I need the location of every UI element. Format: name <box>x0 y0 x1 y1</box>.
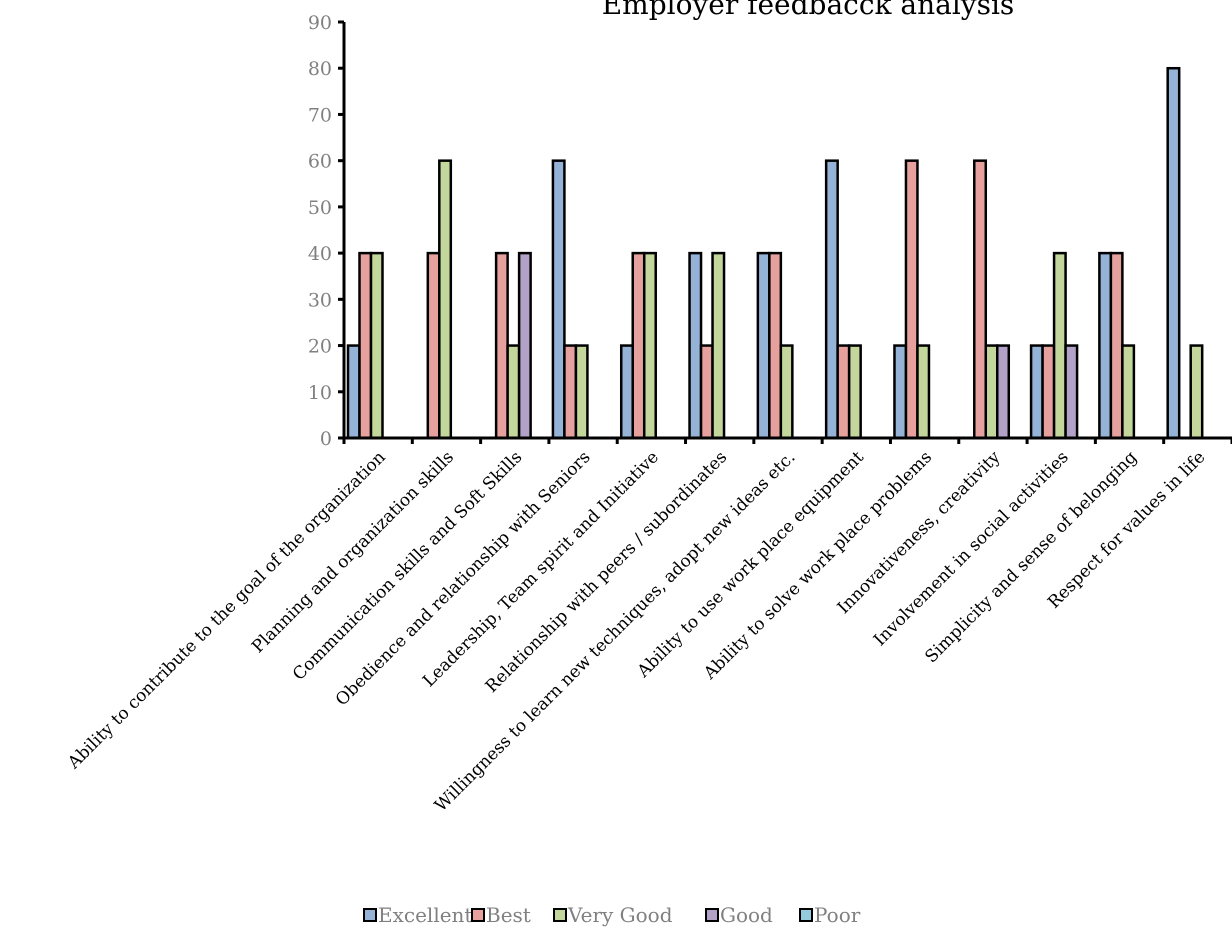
legend-swatch-poor <box>799 908 813 922</box>
bar-excellent <box>619 344 634 440</box>
legend-label: Poor <box>814 903 861 927</box>
bar-very-good <box>916 344 931 440</box>
y-tick-label: 90 <box>308 12 332 34</box>
bar-best <box>904 159 919 440</box>
x-category-label: Ability to contribute to the goal of the… <box>63 447 389 773</box>
bar-excellent <box>1029 344 1044 440</box>
bar-very-good <box>1121 344 1136 440</box>
bar-best <box>631 251 646 440</box>
y-tick-label: 30 <box>308 289 332 311</box>
y-tick-label: 0 <box>320 428 332 450</box>
bar-excellent <box>346 344 361 440</box>
bar-best <box>973 159 988 440</box>
legend-label: Best <box>486 903 531 927</box>
bar-very-good <box>642 251 657 440</box>
bar-excellent <box>756 251 771 440</box>
y-tick-label: 60 <box>308 151 332 173</box>
bar-very-good <box>984 344 999 440</box>
x-category-label: Relationship with peers / subordinates <box>482 447 731 696</box>
bar-best <box>426 251 441 440</box>
y-tick-label: 50 <box>308 197 332 219</box>
y-tick-label: 10 <box>308 382 332 404</box>
bar-excellent <box>551 159 566 440</box>
bar-best <box>1109 251 1124 440</box>
y-tick-label: 70 <box>308 104 332 126</box>
bar-very-good <box>779 344 794 440</box>
y-tick-label: 20 <box>308 336 332 358</box>
y-tick-label: 80 <box>308 58 332 80</box>
y-tick-label: 40 <box>308 243 332 265</box>
bar-very-good <box>847 344 862 440</box>
bar-best <box>836 344 851 440</box>
bar-best <box>699 344 714 440</box>
bar-very-good <box>1052 251 1067 440</box>
chart-title: Employer feedbacck analysis <box>602 0 1015 21</box>
legend-swatch-best <box>471 908 485 922</box>
bar-excellent <box>1166 66 1181 440</box>
bar-best <box>563 344 578 440</box>
bar-very-good <box>574 344 589 440</box>
bar-best <box>358 251 373 440</box>
legend-label: Very Good <box>567 903 673 927</box>
legend-swatch-very-good <box>553 908 567 922</box>
bar-best <box>1041 344 1056 440</box>
bar-best <box>768 251 783 440</box>
bar-excellent <box>1098 251 1113 440</box>
legend-swatch-excellent <box>363 908 377 922</box>
bar-excellent <box>893 344 908 440</box>
bar-very-good <box>1189 344 1204 440</box>
bar-very-good <box>506 344 521 440</box>
bar-good <box>517 251 532 440</box>
bar-very-good <box>438 159 453 440</box>
bar-good <box>1064 344 1079 440</box>
bar-excellent <box>688 251 703 440</box>
legend-label: Good <box>720 903 773 927</box>
bar-very-good <box>369 251 384 440</box>
bar-very-good <box>711 251 726 440</box>
legend-swatch-good <box>705 908 719 922</box>
x-category-label: Leadership, Team spirit and Initiative <box>419 447 663 691</box>
x-category-label: Obedience and relationship with Seniors <box>332 447 595 710</box>
bar-excellent <box>824 159 839 440</box>
bar-good <box>996 344 1011 440</box>
legend-label: Excellent <box>378 903 472 927</box>
bar-best <box>494 251 509 440</box>
